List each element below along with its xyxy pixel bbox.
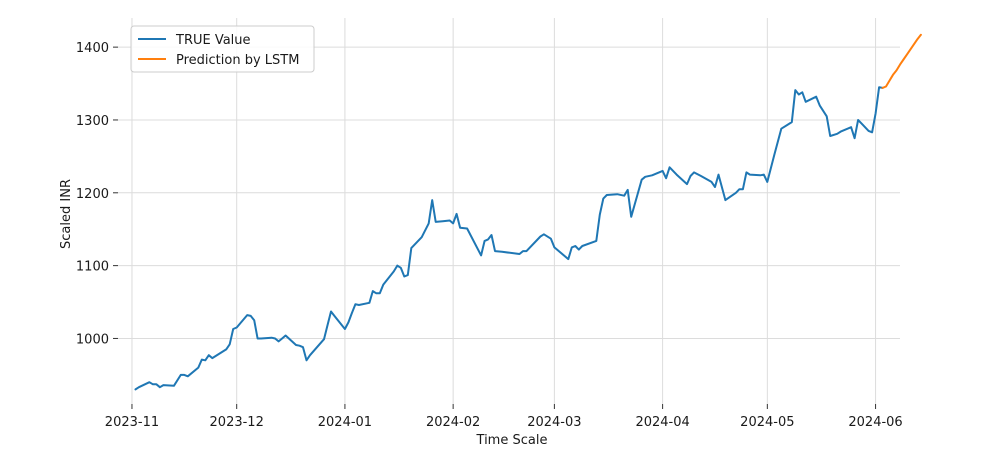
y-axis-label: Scaled INR	[59, 179, 74, 249]
x-tick-label: 2024-01	[318, 415, 372, 430]
x-tick-label: 2024-04	[635, 415, 689, 430]
y-tick-label: 1000	[76, 332, 109, 347]
x-axis-ticks: 2023-11 2023-12 2024-01 2024-02 2024-03 2024-…	[105, 404, 903, 430]
x-tick-label: 2023-11	[105, 415, 159, 430]
legend-box	[130, 25, 315, 73]
series-layer	[134, 33, 922, 391]
x-tick-label: 2024-02	[426, 415, 480, 430]
x-tick-label: 2024-05	[740, 415, 794, 430]
x-tick-label: 2024-03	[527, 415, 581, 430]
grid-lines	[118, 18, 900, 404]
legend-label-prediction: Prediction by LSTM	[176, 53, 299, 68]
y-tick-label: 1300	[76, 114, 109, 129]
legend: TRUE Value Prediction by LSTM	[130, 25, 315, 73]
series-line-true-value	[134, 86, 884, 391]
x-axis-label: Time Scale	[476, 433, 548, 448]
y-tick-label: 1100	[76, 260, 109, 275]
y-tick-label: 1200	[76, 187, 109, 202]
series-line-prediction	[881, 33, 922, 89]
legend-label-true-value: TRUE Value	[175, 33, 251, 48]
x-tick-label: 2024-06	[848, 415, 902, 430]
y-tick-label: 1400	[76, 41, 109, 56]
x-tick-label: 2023-12	[210, 415, 264, 430]
y-axis-ticks: 1000 1100 1200 1300 1400	[76, 41, 118, 347]
